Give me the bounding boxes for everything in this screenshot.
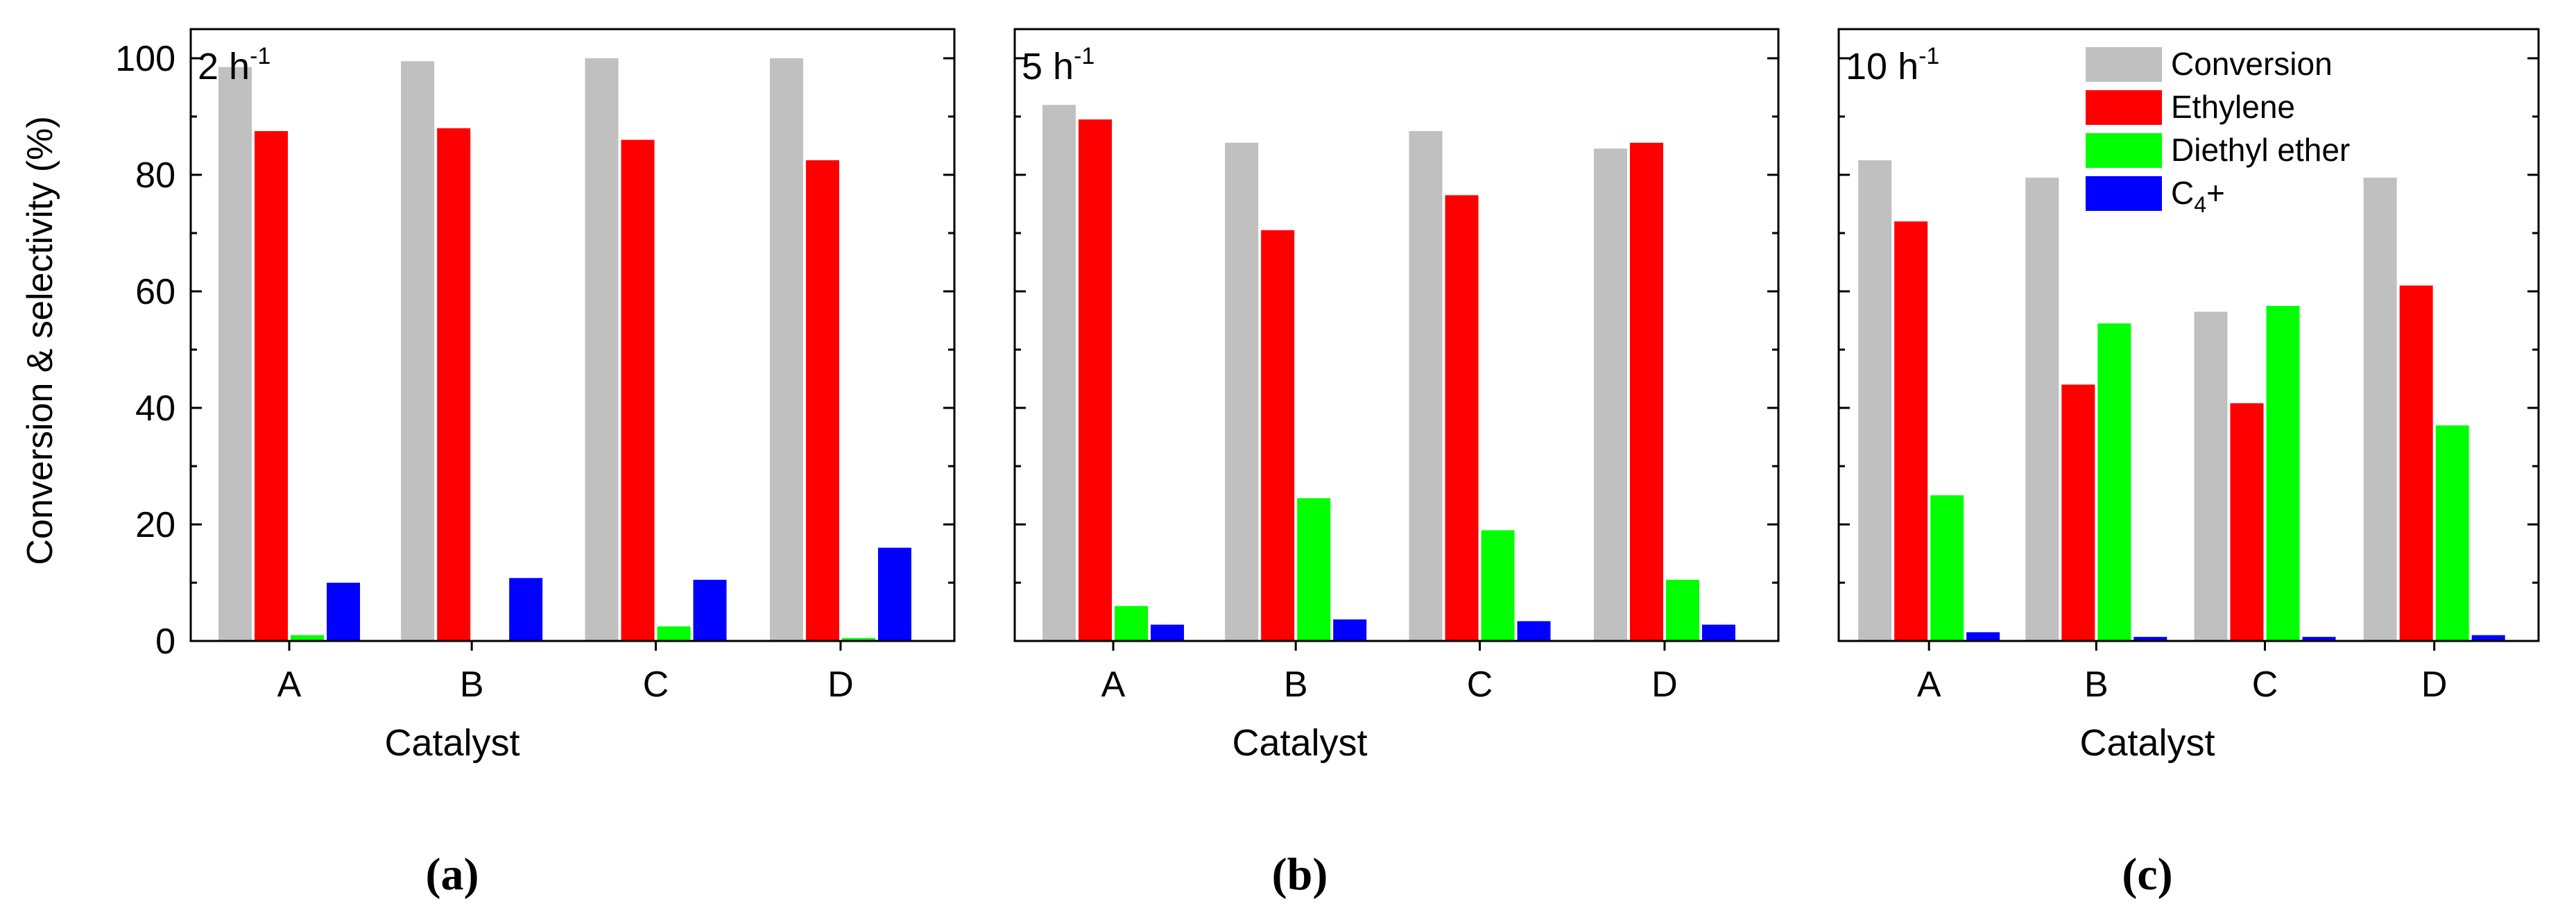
bar-conversion-c-panel-2 [1409,131,1443,641]
bar-conversion-b-panel-1 [401,61,435,641]
bar-ethylene-c-panel-1 [621,139,655,642]
bar-diethyl-ether-b-panel-2 [1297,498,1331,641]
bar-diethyl-ether-c-panel-1 [657,626,691,641]
bar-conversion-a-panel-2 [1042,105,1076,641]
x-tick-label-b: B [460,665,484,705]
bar-ethylene-d-panel-1 [805,160,839,641]
bar-ethylene-c-panel-2 [1445,195,1479,641]
bar-c4-b-panel-1 [509,578,543,641]
bar-conversion-c-panel-3 [2194,311,2228,641]
bar-c4-a-panel-1 [327,583,361,641]
legend-label-c4: C4+ [2171,175,2225,217]
bar-c4-c-panel-1 [693,579,727,641]
y-axis-label: Conversion & selectivity (%) [20,116,60,565]
bar-ethylene-a-panel-2 [1079,119,1113,641]
legend-label-diethyl-ether: Diethyl ether [2171,132,2350,168]
plot-frame-panel-1 [189,28,956,642]
bar-conversion-a-panel-1 [218,67,252,642]
bar-conversion-b-panel-2 [1225,142,1259,642]
bar-ethylene-d-panel-3 [2399,285,2433,642]
bar-ethylene-a-panel-1 [255,131,289,641]
bar-diethyl-ether-a-panel-3 [1930,495,1964,641]
x-tick-label-d: D [827,665,854,705]
bar-c4-d-panel-3 [2471,635,2505,641]
rate-annotation: 10 h-1 [1846,43,1939,87]
y-tick-label: 20 [135,505,175,545]
panel-label: (a) [426,849,479,900]
bar-diethyl-ether-a-panel-1 [291,635,325,641]
bar-conversion-c-panel-1 [585,58,619,641]
x-axis-label: Catalyst [2079,722,2215,764]
y-tick-label: 80 [135,155,175,196]
rate-annotation: 2 h-1 [198,43,271,87]
bar-ethylene-b-panel-3 [2061,384,2095,641]
x-tick-label-b: B [1284,665,1308,705]
bar-c4-a-panel-3 [1966,632,2000,641]
legend-swatch-diethyl-ether [2086,133,2162,168]
legend-label-conversion: Conversion [2171,46,2333,82]
legend-swatch-ethylene [2086,90,2162,125]
bar-ethylene-a-panel-3 [1894,221,1928,641]
x-tick-label-b: B [2084,665,2109,705]
y-tick-label: 40 [135,388,175,429]
plot-frame-panel-2 [1013,28,1780,642]
bar-ethylene-b-panel-2 [1261,230,1295,641]
x-axis-label: Catalyst [1232,722,1367,764]
bar-c4-d-panel-1 [877,547,911,641]
bar-c4-a-panel-2 [1151,624,1185,641]
rate-annotation: 5 h-1 [1022,43,1094,87]
bar-c4-b-panel-2 [1333,619,1367,641]
panel-label: (c) [2122,849,2172,900]
bar-diethyl-ether-c-panel-3 [2266,306,2300,641]
bar-c4-b-panel-3 [2133,637,2167,641]
x-tick-label-a: A [277,665,302,705]
y-tick-label: 0 [155,622,175,662]
x-tick-label-c: C [643,665,669,705]
x-tick-label-a: A [1101,665,1126,705]
bar-c4-d-panel-2 [1701,624,1735,641]
panel-label: (b) [1272,849,1328,900]
x-tick-label-d: D [1651,665,1678,705]
bar-diethyl-ether-d-panel-1 [841,638,875,641]
bar-ethylene-d-panel-2 [1629,142,1663,642]
bar-diethyl-ether-a-panel-2 [1115,606,1149,641]
y-tick-label: 60 [135,272,175,312]
bar-diethyl-ether-d-panel-2 [1665,579,1699,641]
x-tick-label-c: C [1467,665,1493,705]
bar-ethylene-c-panel-3 [2230,403,2264,641]
bar-conversion-d-panel-3 [2363,178,2397,641]
bar-c4-c-panel-2 [1517,621,1551,641]
x-axis-label: Catalyst [384,722,520,764]
x-tick-label-d: D [2421,665,2448,705]
legend-label-ethylene: Ethylene [2171,89,2295,125]
bar-conversion-a-panel-3 [1858,160,1892,641]
bar-conversion-b-panel-3 [2025,178,2059,641]
bar-diethyl-ether-c-panel-2 [1481,530,1515,641]
x-tick-label-a: A [1917,665,1941,705]
bar-c4-c-panel-3 [2302,637,2336,641]
bar-conversion-d-panel-1 [769,58,803,641]
bar-diethyl-ether-b-panel-3 [2097,323,2131,641]
x-tick-label-c: C [2252,665,2278,705]
plot-frame-panel-3 [1837,28,2540,642]
bar-diethyl-ether-d-panel-3 [2435,425,2469,641]
legend-swatch-conversion [2086,47,2162,82]
bar-ethylene-b-panel-1 [437,128,471,642]
y-tick-label: 100 [115,39,175,79]
bar-conversion-d-panel-2 [1593,148,1627,641]
legend-swatch-c4 [2086,176,2162,211]
